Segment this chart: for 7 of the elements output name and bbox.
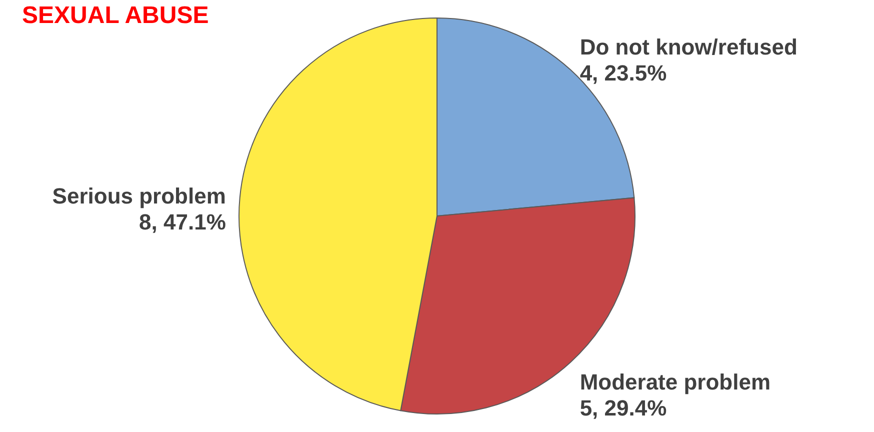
chart-title: SEXUAL ABUSE [22, 2, 209, 29]
slice-label: Moderate problem [580, 370, 771, 395]
slice-label: Do not know/refused [580, 34, 798, 60]
data-label: 4, 23.5% [580, 60, 667, 86]
data-label: 8, 47.1% [139, 209, 226, 234]
slice-label: Serious problem [52, 183, 226, 208]
data-label: 5, 29.4% [580, 396, 667, 421]
